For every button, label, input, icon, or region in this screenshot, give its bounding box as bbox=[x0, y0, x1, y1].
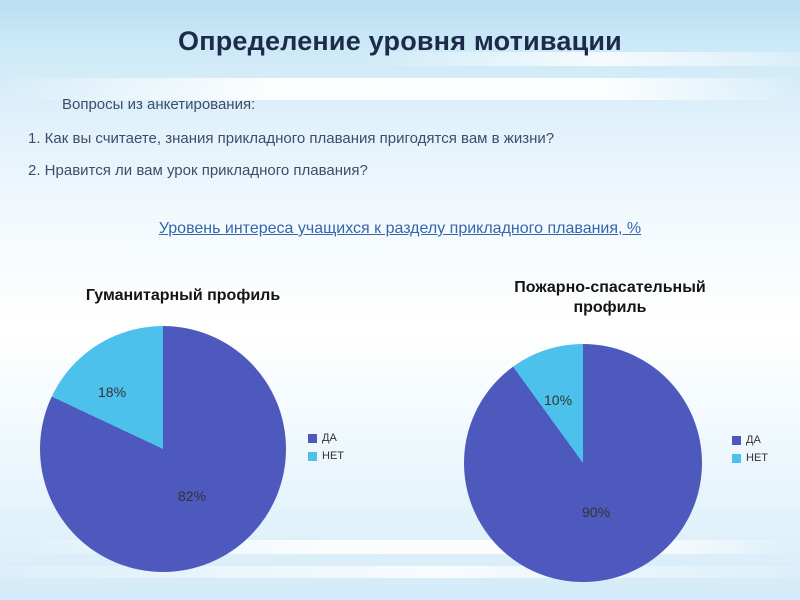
right-pie-chart: 10% 90% bbox=[464, 344, 702, 582]
right-chart-legend: ДА НЕТ bbox=[732, 434, 768, 470]
charts-subtitle: Уровень интереса учащихся к разделу прик… bbox=[158, 220, 642, 237]
left-chart-legend: ДА НЕТ bbox=[308, 432, 344, 468]
legend-item-yes: ДА bbox=[308, 432, 344, 444]
legend-label-no: НЕТ bbox=[746, 452, 768, 464]
legend-swatch-no bbox=[732, 453, 741, 463]
left-pie-chart: 18% 82% bbox=[40, 326, 286, 572]
legend-swatch-no bbox=[308, 451, 317, 461]
survey-question-2: 2. Нравится ли вам урок прикладного плав… bbox=[28, 162, 368, 179]
legend-label-no: НЕТ bbox=[322, 450, 344, 462]
legend-item-no: НЕТ bbox=[308, 450, 344, 462]
survey-intro-text: Вопросы из анкетирования: bbox=[62, 96, 256, 113]
right-pie-yes-label: 90% bbox=[582, 504, 611, 520]
legend-swatch-yes bbox=[308, 433, 317, 443]
left-pie-no-label: 18% bbox=[98, 384, 127, 400]
left-chart-title: Гуманитарный профиль bbox=[85, 287, 281, 304]
slide-title: Определение уровня мотивации bbox=[178, 26, 622, 56]
right-pie-no-label: 10% bbox=[544, 392, 573, 408]
survey-question-1: 1. Как вы считаете, знания прикладного п… bbox=[28, 130, 555, 147]
legend-item-yes: ДА bbox=[732, 434, 768, 446]
left-pie-yes-label: 82% bbox=[178, 488, 207, 504]
legend-label-yes: ДА bbox=[322, 432, 337, 444]
legend-item-no: НЕТ bbox=[732, 452, 768, 464]
legend-swatch-yes bbox=[732, 435, 741, 445]
legend-label-yes: ДА bbox=[746, 434, 761, 446]
right-chart-title: Пожарно-спасательный профиль bbox=[514, 279, 706, 316]
